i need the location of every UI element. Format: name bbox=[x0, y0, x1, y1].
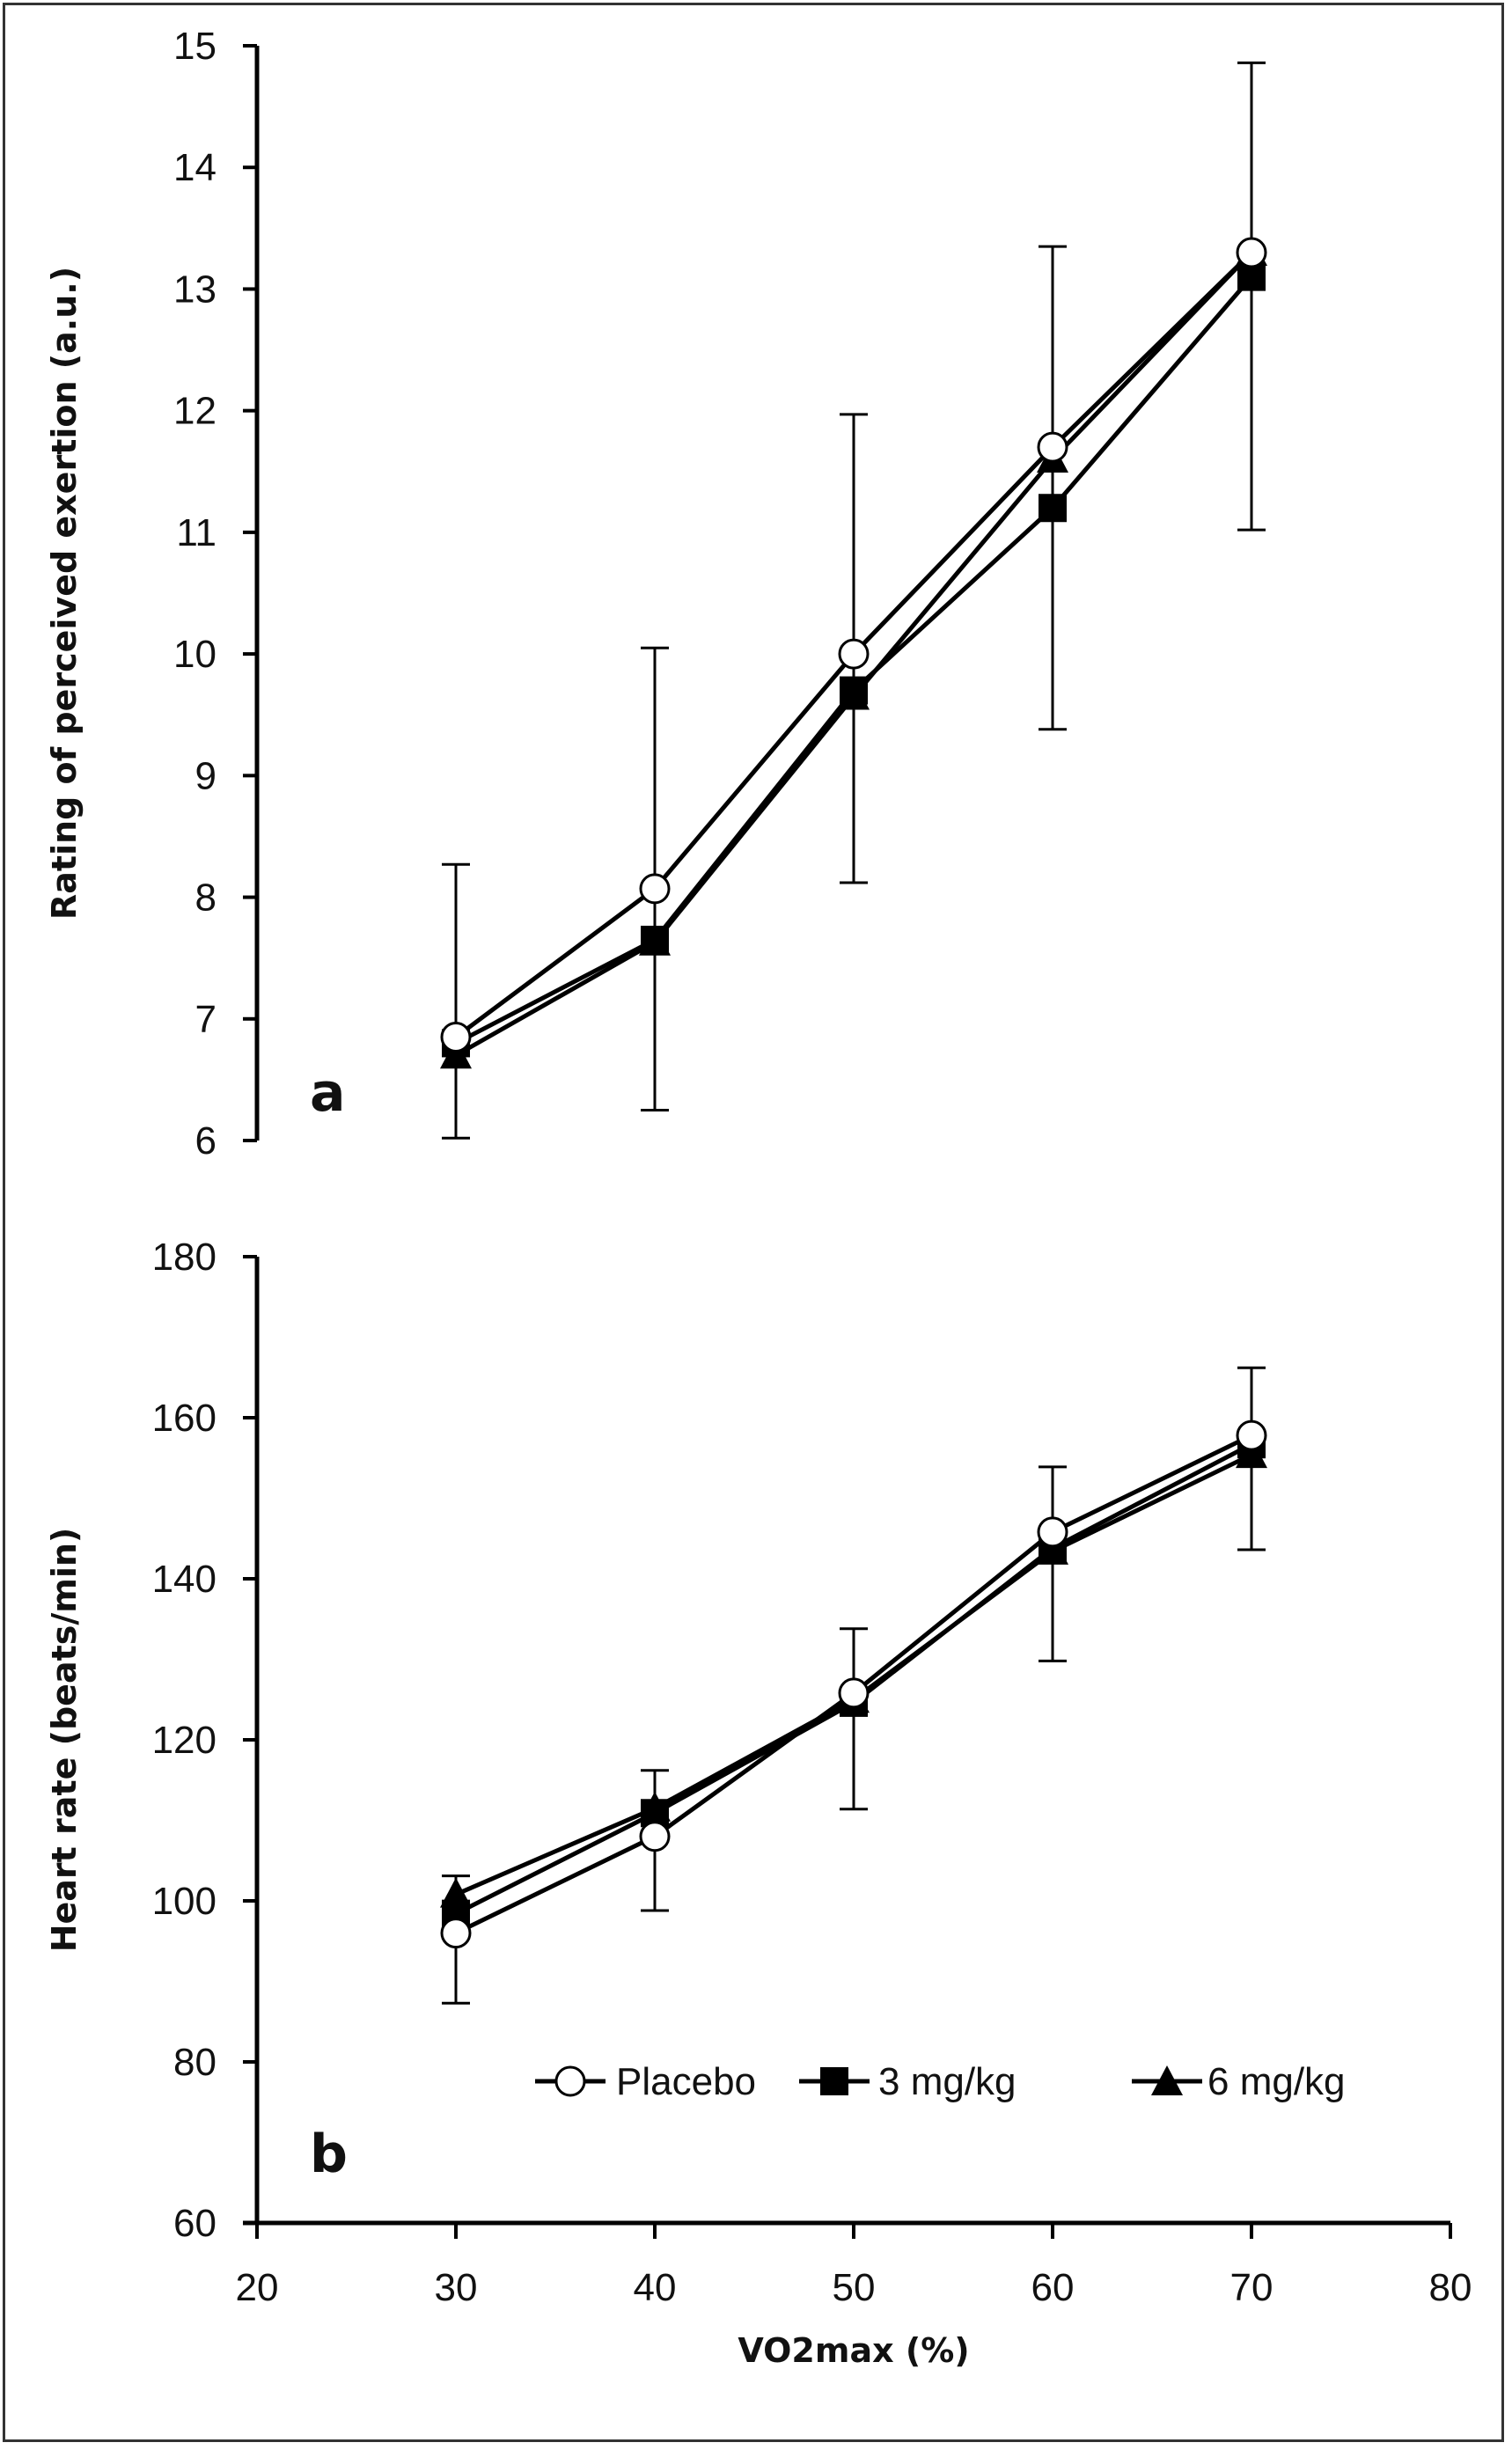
data-point-placebo bbox=[639, 1821, 671, 1852]
y-tick-label: 9 bbox=[195, 754, 217, 797]
y-tick-label: 8 bbox=[195, 877, 217, 920]
legend: Placebo 3 mg/kg 6 mg/kg bbox=[535, 2060, 1346, 2103]
x-tick-label: 70 bbox=[1230, 2266, 1273, 2309]
y-tick-label: 14 bbox=[173, 146, 217, 189]
y-tick-label: 60 bbox=[173, 2202, 217, 2245]
x-tick-label: 20 bbox=[236, 2266, 279, 2309]
y-tick-label: 100 bbox=[152, 1880, 217, 1923]
y-tick-label: 6 bbox=[195, 1119, 217, 1163]
y-tick-label: 120 bbox=[152, 1719, 217, 1762]
data-point-placebo bbox=[838, 1677, 870, 1709]
x-tick-label: 40 bbox=[634, 2266, 677, 2309]
data-point-placebo bbox=[440, 1918, 472, 1949]
data-point-placebo bbox=[838, 638, 870, 670]
y-tick-label: 13 bbox=[173, 268, 217, 311]
legend-label-placebo: Placebo bbox=[616, 2060, 756, 2103]
y-tick-label: 10 bbox=[173, 633, 217, 676]
data-point-placebo bbox=[1236, 1419, 1267, 1451]
legend-item-6mgkg: 6 mg/kg bbox=[1132, 2060, 1346, 2103]
triangle-filled-icon bbox=[1151, 2065, 1183, 2095]
y-tick-label: 180 bbox=[152, 1236, 217, 1279]
y-axis-title-b: Heart rate (beats/min) bbox=[45, 1528, 84, 1953]
y-tick-label: 140 bbox=[152, 1558, 217, 1601]
legend-item-placebo: Placebo bbox=[535, 2060, 756, 2103]
legend-label-3mgkg: 3 mg/kg bbox=[878, 2060, 1017, 2103]
square-filled-icon bbox=[820, 2067, 848, 2095]
data-point-placebo bbox=[639, 873, 671, 905]
figure-frame bbox=[3, 3, 1504, 2442]
y-tick-label: 80 bbox=[173, 2041, 217, 2084]
data-point-3mgkg bbox=[1039, 494, 1067, 523]
data-point-placebo bbox=[1236, 237, 1267, 268]
data-point-placebo bbox=[1037, 431, 1068, 463]
x-tick-label: 50 bbox=[833, 2266, 876, 2309]
data-point-3mgkg bbox=[641, 925, 669, 954]
data-point-placebo bbox=[440, 1022, 472, 1053]
y-tick-label: 11 bbox=[176, 511, 217, 554]
y-axis-title-a: Rating of perceived exertion (a.u.) bbox=[45, 267, 84, 920]
panel-label-a: a bbox=[310, 1062, 346, 1124]
y-tick-label: 15 bbox=[173, 25, 217, 68]
y-tick-label: 160 bbox=[152, 1397, 217, 1440]
y-tick-label: 12 bbox=[173, 390, 217, 433]
panel-label-b: b bbox=[310, 2124, 348, 2185]
x-tick-label: 80 bbox=[1429, 2266, 1472, 2309]
y-tick-label: 7 bbox=[195, 998, 217, 1041]
legend-label-6mgkg: 6 mg/kg bbox=[1207, 2060, 1346, 2103]
x-tick-label: 30 bbox=[435, 2266, 478, 2309]
data-point-3mgkg bbox=[840, 676, 868, 705]
legend-item-3mgkg: 3 mg/kg bbox=[799, 2060, 1017, 2103]
x-axis-title: VO2max (%) bbox=[738, 2331, 969, 2370]
panel-b: b Heart rate (beats/min) VO2max (%) Plac… bbox=[45, 1236, 1472, 2370]
circle-open-icon bbox=[554, 2065, 586, 2097]
panel-a: a Rating of perceived exertion (a.u.) 6 7… bbox=[45, 25, 1267, 1163]
data-point-placebo bbox=[1037, 1516, 1068, 1548]
x-tick-label: 60 bbox=[1031, 2266, 1075, 2309]
